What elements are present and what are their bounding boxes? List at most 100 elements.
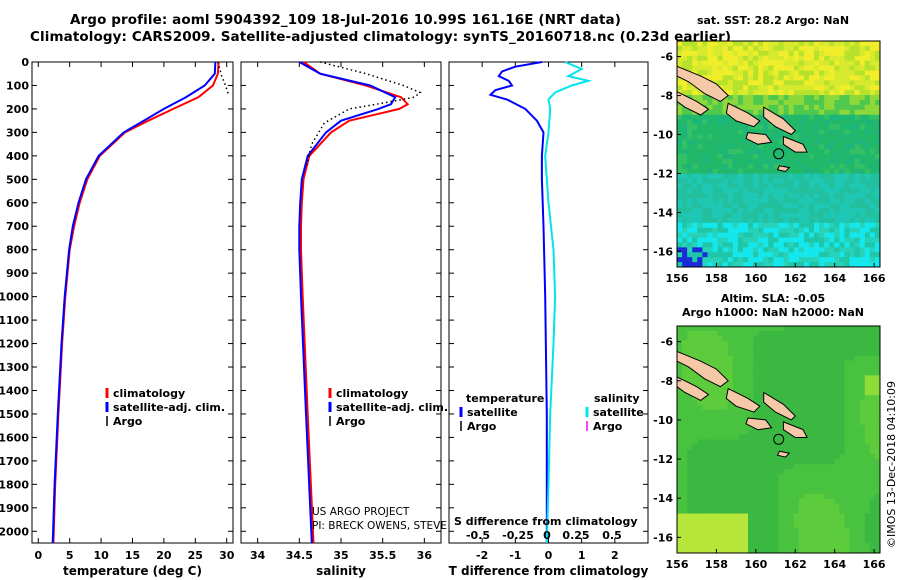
map-cell <box>859 75 866 81</box>
map-cell <box>702 385 708 391</box>
map-cell <box>722 543 729 549</box>
map-cell <box>803 178 810 184</box>
map-cell <box>763 75 769 81</box>
map-cell <box>742 439 749 445</box>
map-cell <box>798 198 805 204</box>
map-cell <box>712 454 718 460</box>
map-cell <box>783 533 790 539</box>
map-cell <box>793 469 800 475</box>
map-cell <box>748 469 754 475</box>
map-cell <box>677 217 683 224</box>
map-cell <box>793 345 800 352</box>
map-cell <box>849 163 856 170</box>
map-cell <box>834 330 840 337</box>
map-cell <box>829 232 835 238</box>
map-cell <box>677 493 683 500</box>
map-cell <box>722 41 729 47</box>
map-cell <box>707 345 713 352</box>
map-cell <box>869 124 876 130</box>
map-cell <box>874 508 881 514</box>
map-cell <box>834 144 840 150</box>
map-cell <box>874 533 881 539</box>
map-cell <box>819 149 825 155</box>
map-cell <box>737 444 744 450</box>
island <box>763 106 797 136</box>
map-cell <box>682 178 688 184</box>
map-cell <box>773 434 779 440</box>
map-cell <box>737 503 744 509</box>
map-cell <box>773 129 779 135</box>
map-cell <box>803 203 810 209</box>
map-cell <box>869 114 876 121</box>
map-cell <box>803 99 810 106</box>
map-cell <box>849 400 856 406</box>
map-cell <box>839 404 845 411</box>
map-cell <box>844 444 850 450</box>
map-cell <box>712 404 718 411</box>
map-cell <box>808 193 815 199</box>
island <box>776 450 791 458</box>
map-cell <box>824 345 830 352</box>
map-cell <box>712 409 718 416</box>
map-cell <box>844 124 850 130</box>
depth-tick-label: 1500 <box>0 408 29 421</box>
map-cell <box>677 523 683 529</box>
map-cell <box>854 45 861 52</box>
map-cell <box>788 227 795 234</box>
map-cell <box>677 178 683 184</box>
temperature-series-Argo <box>217 61 230 96</box>
map-cell <box>753 124 759 130</box>
map-cell <box>839 109 845 116</box>
map-cell <box>753 75 759 81</box>
map-cell <box>692 193 698 199</box>
map-cell <box>687 340 693 347</box>
map-cell <box>854 434 861 440</box>
map-cell <box>788 385 795 391</box>
map-cell <box>748 439 754 445</box>
map-cell <box>737 50 744 57</box>
map-cell <box>864 533 871 539</box>
map-cell <box>697 60 703 66</box>
map-cell <box>732 464 739 470</box>
map-cell <box>839 444 845 450</box>
map-cell <box>874 163 881 170</box>
map-cell <box>803 439 810 445</box>
map-cell <box>808 390 815 396</box>
map-cell <box>748 257 754 263</box>
map-cell <box>814 222 820 229</box>
map-cell <box>763 95 769 101</box>
map-cell <box>824 360 830 366</box>
map-cell <box>803 129 810 135</box>
map-cell <box>829 139 835 145</box>
map-cell <box>758 99 764 106</box>
map-cell <box>707 488 713 495</box>
map-y-tick-label: -12 <box>653 453 673 466</box>
map-cell <box>798 203 805 209</box>
map-cell <box>819 449 825 455</box>
map-cell <box>859 227 866 234</box>
map-cell <box>854 454 861 460</box>
temperature-tick-label: 15 <box>125 549 140 562</box>
map-cell <box>808 257 815 263</box>
map-cell <box>682 464 688 470</box>
map-cell <box>788 404 795 411</box>
map-cell <box>742 345 749 352</box>
map-cell <box>773 104 779 111</box>
map-cell <box>778 252 784 258</box>
map-cell <box>849 75 856 81</box>
map-cell <box>773 474 779 480</box>
map-cell <box>814 198 820 204</box>
map-cell <box>814 409 820 416</box>
map-cell <box>763 508 769 514</box>
map-cell <box>808 444 815 450</box>
map-cell <box>829 414 835 421</box>
map-cell <box>783 95 790 101</box>
map-cell <box>758 232 764 238</box>
map-cell <box>778 335 784 342</box>
map-cell <box>697 434 703 440</box>
map-cell <box>737 513 744 519</box>
map-cell <box>758 242 764 248</box>
map-cell <box>677 60 683 66</box>
map-cell <box>677 404 683 411</box>
map-cell <box>778 380 784 386</box>
